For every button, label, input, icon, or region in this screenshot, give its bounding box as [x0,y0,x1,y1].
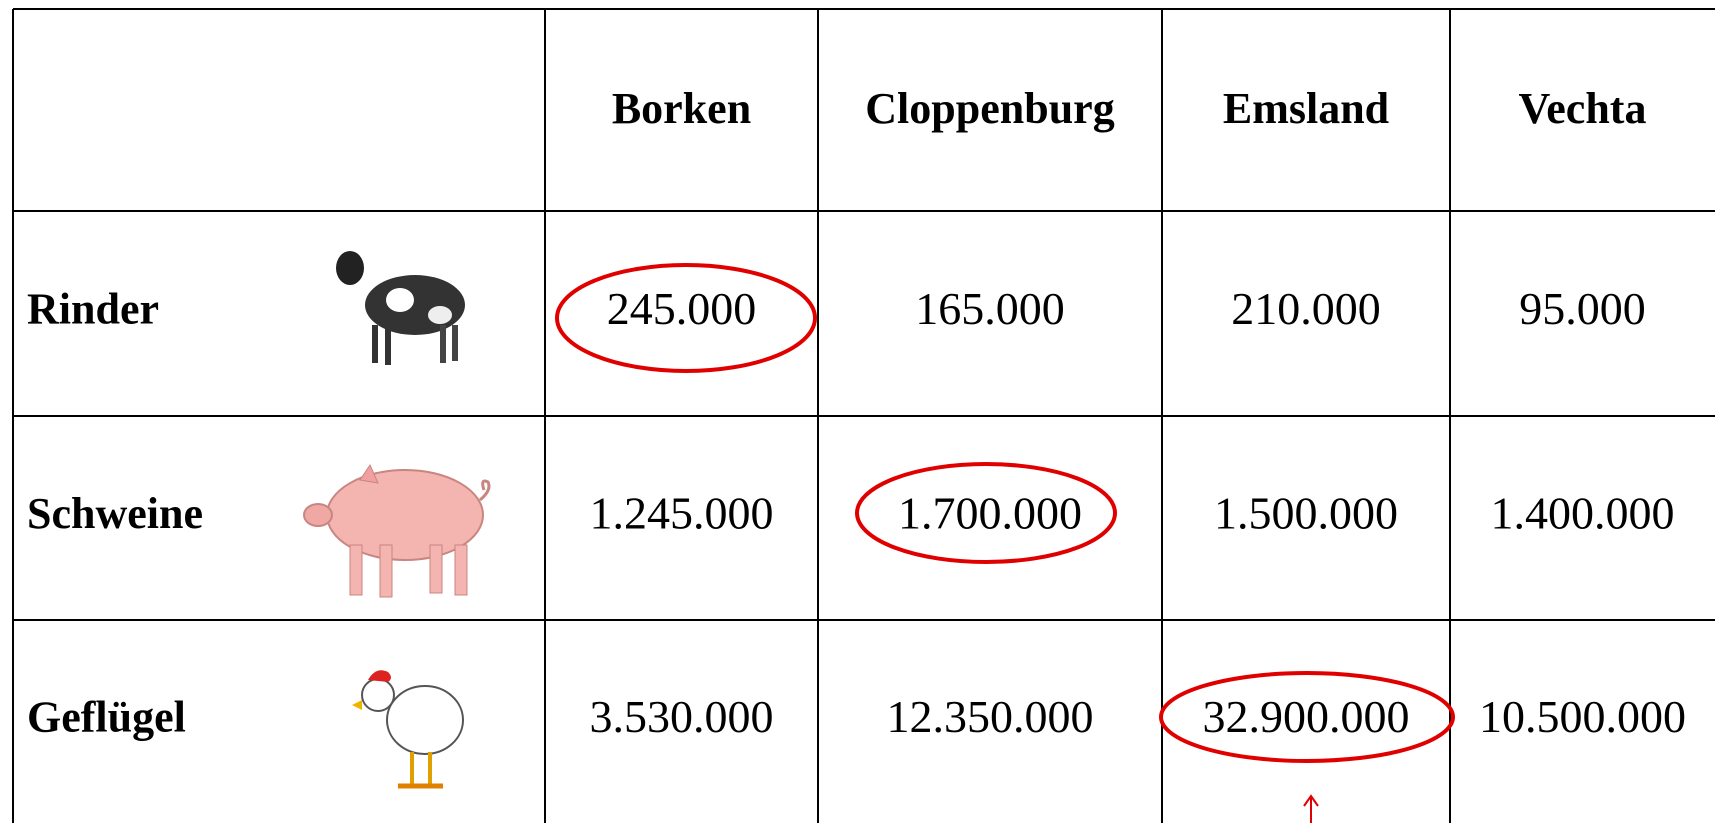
cell-value: 245.000 [607,283,757,334]
cell-value: 95.000 [1519,283,1646,334]
column-header: Cloppenburg [865,84,1114,133]
row-label: Schweine [27,489,203,538]
row-label: Geflügel [27,693,186,742]
cell-value: 32.900.000 [1203,691,1410,742]
highlight-circle [555,263,817,373]
cell-value: 3.530.000 [590,691,774,742]
cell-value: 12.350.000 [887,691,1094,742]
cell-value: 1.500.000 [1214,488,1398,539]
cell-value: 1.245.000 [590,488,774,539]
cell-value: 1.700.000 [898,488,1082,539]
row-label: Rinder [27,285,159,334]
pig-icon [303,463,491,598]
cell-value: 10.500.000 [1479,691,1686,742]
highlight-circle [855,462,1117,564]
grid [12,8,1715,823]
column-header: Borken [612,84,751,133]
cell-value: 165.000 [915,283,1065,334]
cell-value: 210.000 [1231,283,1381,334]
column-header: Emsland [1223,84,1389,133]
column-header: Vechta [1519,84,1647,133]
chicken-icon [352,670,464,789]
arrow [1303,794,1319,823]
cow-icon [336,251,465,365]
cell-value: 1.400.000 [1491,488,1675,539]
highlight-circle [1159,671,1455,763]
